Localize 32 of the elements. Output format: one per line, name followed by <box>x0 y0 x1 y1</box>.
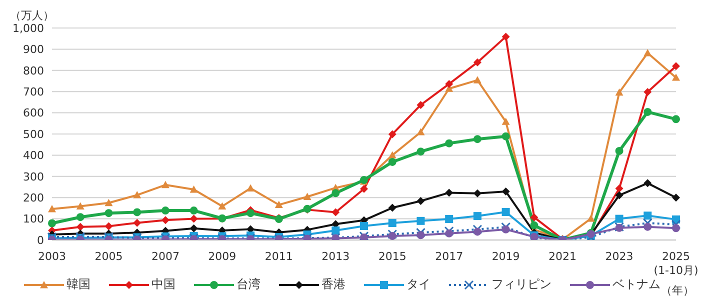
x-tick-label: 2017 <box>435 250 464 263</box>
y-axis-title: （万人） <box>10 8 54 23</box>
y-tick-label: 800 <box>23 64 44 78</box>
y-tick-label: 500 <box>23 128 44 141</box>
x-tick-label: 2009 <box>208 250 236 263</box>
x-tick-label: 2007 <box>151 250 180 263</box>
x-tick-label: 2023 <box>605 250 634 263</box>
y-tick-label: 0 <box>37 234 44 247</box>
legend-label: ベトナム <box>612 276 660 293</box>
legend-label: フィリピン <box>490 276 552 293</box>
x-tick-label: 2003 <box>38 250 66 263</box>
legend-label: 台湾 <box>236 276 260 293</box>
x-axis-title: （年） <box>661 283 694 298</box>
y-tick-label: 600 <box>23 106 44 120</box>
legend-label: 中国 <box>150 276 176 293</box>
legend-label: タイ <box>406 276 430 293</box>
y-tick-label: 900 <box>23 43 44 56</box>
y-tick-label: 300 <box>23 170 44 184</box>
y-tick-label: 100 <box>23 212 44 226</box>
legend-label: 香港 <box>320 276 346 293</box>
x-tick-label: 2011 <box>264 250 293 263</box>
y-tick-label: 700 <box>23 86 44 99</box>
x-tick-label: 2025 (1-10月) <box>654 250 698 277</box>
x-tick-label: 2013 <box>322 250 350 263</box>
x-tick-label: 2015 <box>378 250 406 263</box>
x-tick-label: 2005 <box>94 250 123 263</box>
y-tick-label: 200 <box>23 192 44 205</box>
y-tick-label: 1,000 <box>12 22 44 35</box>
legend-label: 韓国 <box>66 276 90 293</box>
x-tick-label: 2019 <box>492 250 520 263</box>
x-tick-label: 2021 <box>548 250 577 263</box>
y-tick-label: 400 <box>23 149 44 162</box>
